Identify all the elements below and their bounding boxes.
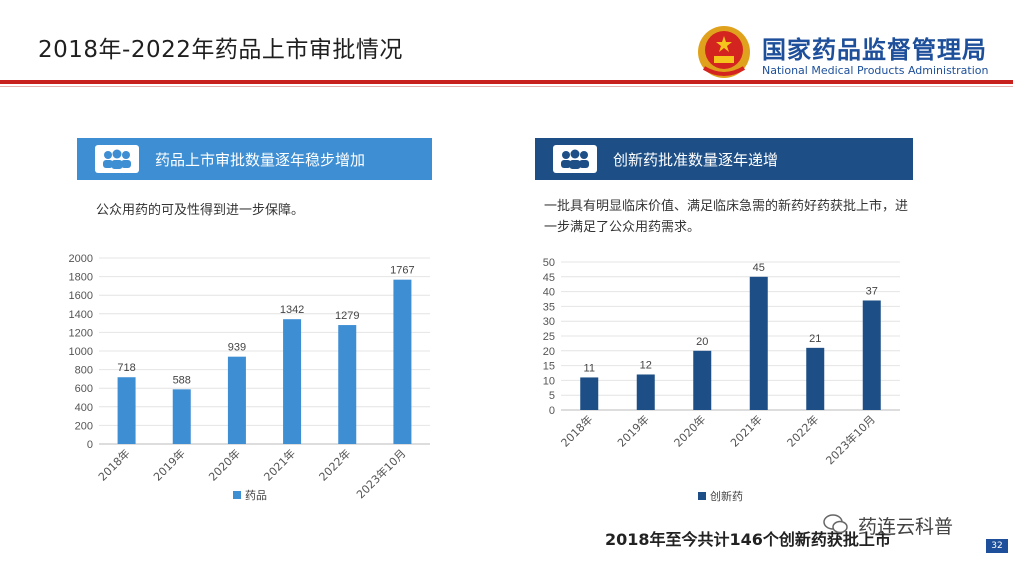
wechat-icon <box>823 514 848 534</box>
people-group-icon <box>95 145 139 173</box>
watermark-text: 药连云科普 <box>858 516 954 538</box>
left-x-tick-label: 2018年 <box>95 446 132 483</box>
left-y-tick-label: 1800 <box>69 272 93 284</box>
left-y-tick-label: 600 <box>75 383 93 395</box>
left-bar <box>117 377 136 444</box>
left-y-tick-label: 200 <box>75 420 93 432</box>
people-group-icon <box>553 145 597 173</box>
right-y-tick-label: 20 <box>543 346 555 358</box>
right-y-tick-label: 15 <box>543 361 555 373</box>
right-x-tick-label: 2018年 <box>558 412 595 449</box>
org-name-cn: 国家药品监督管理局 <box>762 36 987 64</box>
left-y-tick-label: 1200 <box>69 327 93 339</box>
left-data-label: 718 <box>117 362 135 374</box>
right-y-tick-label: 45 <box>543 272 555 284</box>
left-y-tick-label: 800 <box>75 365 93 377</box>
slide-title: 2018年-2022年药品上市审批情况 <box>38 37 403 63</box>
right-y-tick-label: 0 <box>549 405 555 417</box>
national-emblem-icon <box>698 26 750 78</box>
left-y-tick-label: 1400 <box>69 309 93 321</box>
left-legend-label: 药品 <box>245 489 267 502</box>
right-y-tick-label: 25 <box>543 331 555 343</box>
summary-text: 2018年至今共计146个创新药获批上市 <box>605 530 891 549</box>
right-x-tick-label: 2023年10月 <box>823 412 878 467</box>
left-data-label: 1279 <box>335 310 359 322</box>
right-legend-swatch <box>698 492 706 500</box>
right-data-label: 12 <box>640 359 652 371</box>
org-name-en: National Medical Products Administration <box>762 64 989 77</box>
left-panel-header: 药品上市审批数量逐年稳步增加 <box>77 138 432 180</box>
left-bar <box>338 325 357 444</box>
right-bar <box>580 377 599 410</box>
left-data-label: 1767 <box>390 265 414 277</box>
right-y-tick-label: 50 <box>543 257 555 269</box>
left-bar <box>283 319 302 444</box>
right-x-tick-label: 2022年 <box>784 412 821 449</box>
right-data-label: 45 <box>753 262 765 274</box>
right-data-label: 21 <box>809 333 821 345</box>
left-y-tick-label: 0 <box>87 439 93 451</box>
left-y-tick-label: 400 <box>75 402 93 414</box>
left-data-label: 1342 <box>280 304 304 316</box>
left-bar <box>172 389 191 444</box>
header-divider-thin <box>0 86 1013 87</box>
left-y-tick-label: 1000 <box>69 346 93 358</box>
right-data-label: 37 <box>866 285 878 297</box>
left-x-tick-label: 2023年10月 <box>353 446 408 501</box>
right-panel-header: 创新药批准数量逐年递增 <box>535 138 913 180</box>
right-legend-label: 创新药 <box>710 489 743 503</box>
right-bar <box>636 374 655 410</box>
left-x-tick-label: 2021年 <box>261 446 298 483</box>
left-data-label: 939 <box>228 342 246 354</box>
left-y-tick-label: 1600 <box>69 290 93 302</box>
page-number: 32 <box>986 539 1008 553</box>
right-panel-description: 一批具有明显临床价值、满足临床急需的新药好药获批上市，进一步满足了公众用药需求。 <box>544 199 909 235</box>
right-bar <box>862 300 881 410</box>
left-x-tick-label: 2019年 <box>150 446 187 483</box>
right-panel-header-label: 创新药批准数量逐年递增 <box>613 151 779 169</box>
right-bar <box>806 347 825 410</box>
right-bar <box>749 276 768 410</box>
left-legend-swatch <box>233 491 241 499</box>
right-data-label: 20 <box>696 336 708 348</box>
right-y-tick-label: 40 <box>543 287 555 299</box>
right-x-tick-label: 2021年 <box>727 412 764 449</box>
left-x-tick-label: 2022年 <box>316 446 353 483</box>
right-x-tick-label: 2019年 <box>614 412 651 449</box>
left-bar <box>227 356 246 444</box>
header-divider <box>0 80 1013 84</box>
right-y-tick-label: 30 <box>543 316 555 328</box>
left-bar <box>393 279 412 444</box>
right-y-tick-label: 10 <box>543 375 555 387</box>
right-y-tick-label: 5 <box>549 390 555 402</box>
right-bar <box>693 350 712 410</box>
left-data-label: 588 <box>173 374 191 386</box>
left-panel-header-label: 药品上市审批数量逐年稳步增加 <box>155 151 366 169</box>
right-x-tick-label: 2020年 <box>671 412 708 449</box>
left-panel-description: 公众用药的可及性得到进一步保障。 <box>96 203 305 218</box>
right-data-label: 11 <box>584 362 595 374</box>
left-y-tick-label: 2000 <box>69 253 93 265</box>
right-y-tick-label: 35 <box>543 301 555 313</box>
left-x-tick-label: 2020年 <box>206 446 243 483</box>
